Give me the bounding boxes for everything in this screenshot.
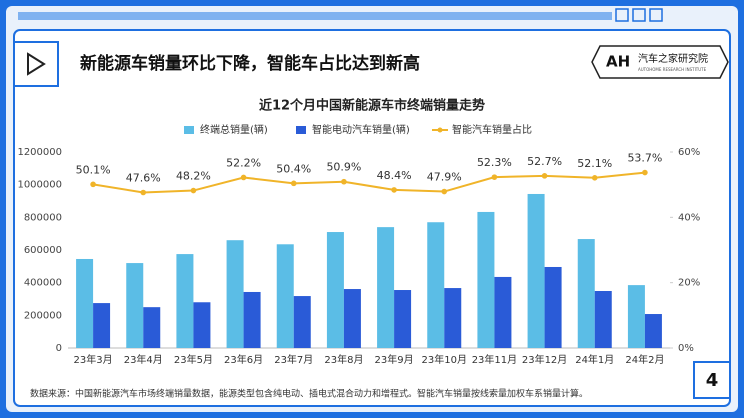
y2-tick-label: 60%	[678, 147, 700, 158]
legend-label: 终端总销量(辆)	[200, 123, 268, 136]
y-tick-label: 1200000	[17, 147, 62, 158]
data-label: 47.6%	[126, 172, 161, 185]
window-controls	[612, 6, 668, 24]
x-tick-label: 23年3月	[74, 353, 113, 366]
y-tick-label: 800000	[24, 212, 62, 223]
bar	[143, 307, 161, 348]
control-icon	[649, 8, 663, 22]
line-point	[541, 173, 548, 179]
line-point	[491, 174, 498, 180]
bar	[477, 211, 495, 348]
x-tick-label: 23年11月	[472, 353, 517, 366]
y2-tick-label: 20%	[678, 278, 700, 289]
bar	[494, 276, 512, 348]
data-label: 52.7%	[527, 155, 562, 168]
bar	[243, 291, 261, 348]
data-label: 50.1%	[76, 163, 111, 176]
legend-swatch	[184, 126, 194, 134]
bar	[544, 266, 562, 348]
page-box	[693, 361, 731, 399]
bar	[126, 263, 144, 348]
x-tick-label: 23年10月	[422, 353, 467, 366]
bar	[193, 302, 211, 348]
x-tick-label: 23年8月	[324, 353, 363, 366]
bar	[326, 232, 344, 348]
line-point	[290, 180, 297, 187]
bar	[343, 289, 361, 348]
y2-tick-label: 40%	[678, 212, 700, 223]
x-tick-label: 23年4月	[124, 353, 163, 366]
data-label: 53.7%	[627, 152, 662, 165]
data-label: 48.4%	[377, 169, 412, 182]
x-tick-label: 23年9月	[375, 353, 414, 366]
line-point	[642, 169, 648, 176]
data-label: 50.9%	[326, 161, 361, 174]
line-point	[591, 175, 598, 181]
bar	[527, 193, 545, 348]
bar	[444, 288, 462, 348]
slide-title: 新能源车销量环比下降，智能车占比达到新高	[80, 53, 420, 74]
bar	[644, 314, 662, 348]
bar	[627, 285, 645, 348]
y-tick-label: 400000	[24, 278, 62, 289]
play-icon	[27, 52, 46, 76]
bar	[76, 258, 94, 348]
bar	[226, 240, 244, 348]
bar	[427, 222, 445, 348]
content-panel	[13, 29, 731, 407]
data-label: 52.1%	[577, 157, 612, 170]
line-point	[190, 187, 197, 194]
legend-label: 智能汽车销量占比	[452, 123, 532, 136]
x-tick-label: 24年2月	[625, 353, 664, 366]
brand-name: 汽车之家研究院	[638, 52, 708, 65]
bar	[276, 244, 294, 348]
bar	[93, 303, 111, 348]
line-point	[140, 189, 147, 196]
legend-swatch	[296, 126, 306, 134]
data-label: 47.9%	[427, 171, 462, 184]
y2-tick-label: 0%	[678, 343, 694, 354]
chart-title: 近12个月中国新能源车市终端销量走势	[259, 98, 485, 114]
line-point	[441, 188, 448, 195]
x-tick-label: 23年12月	[522, 353, 567, 366]
data-label: 48.2%	[176, 170, 211, 183]
page-number: 4	[706, 370, 719, 391]
y-tick-label: 600000	[24, 245, 62, 256]
brand-logo: AH	[606, 53, 630, 71]
y-tick-label: 1000000	[17, 180, 62, 191]
control-icon	[632, 8, 646, 22]
legend-label: 智能电动汽车销量(辆)	[312, 123, 410, 136]
bar	[577, 239, 595, 348]
line-point	[240, 174, 247, 181]
line	[92, 171, 646, 194]
bar	[594, 290, 612, 348]
brand-sub: AUTOHOME RESEARCH INSTITUTE	[638, 67, 707, 72]
brand-box	[591, 45, 729, 79]
data-label: 52.3%	[477, 156, 512, 169]
line-point	[90, 181, 96, 188]
control-icon	[615, 8, 629, 22]
data-label: 52.2%	[226, 156, 261, 169]
bar	[293, 296, 311, 348]
y-tick-label: 0	[56, 343, 62, 354]
legend-swatch	[437, 127, 443, 133]
y-tick-label: 200000	[24, 310, 62, 321]
x-tick-label: 24年1月	[575, 353, 614, 366]
x-tick-label: 23年7月	[274, 353, 313, 366]
bar	[176, 254, 194, 348]
line-point	[341, 178, 347, 185]
x-tick-label: 23年5月	[174, 353, 213, 366]
icon-box	[13, 41, 59, 87]
data-label: 50.4%	[276, 162, 311, 175]
line-point	[391, 187, 397, 193]
footnote: 数据来源：中国新能源汽车市场终端销量数据，能源类型包含纯电动、插电式混合动力和增…	[30, 388, 588, 400]
bar	[377, 227, 395, 348]
x-tick-label: 23年6月	[224, 353, 263, 366]
bar	[394, 290, 412, 348]
stripe	[18, 12, 618, 20]
